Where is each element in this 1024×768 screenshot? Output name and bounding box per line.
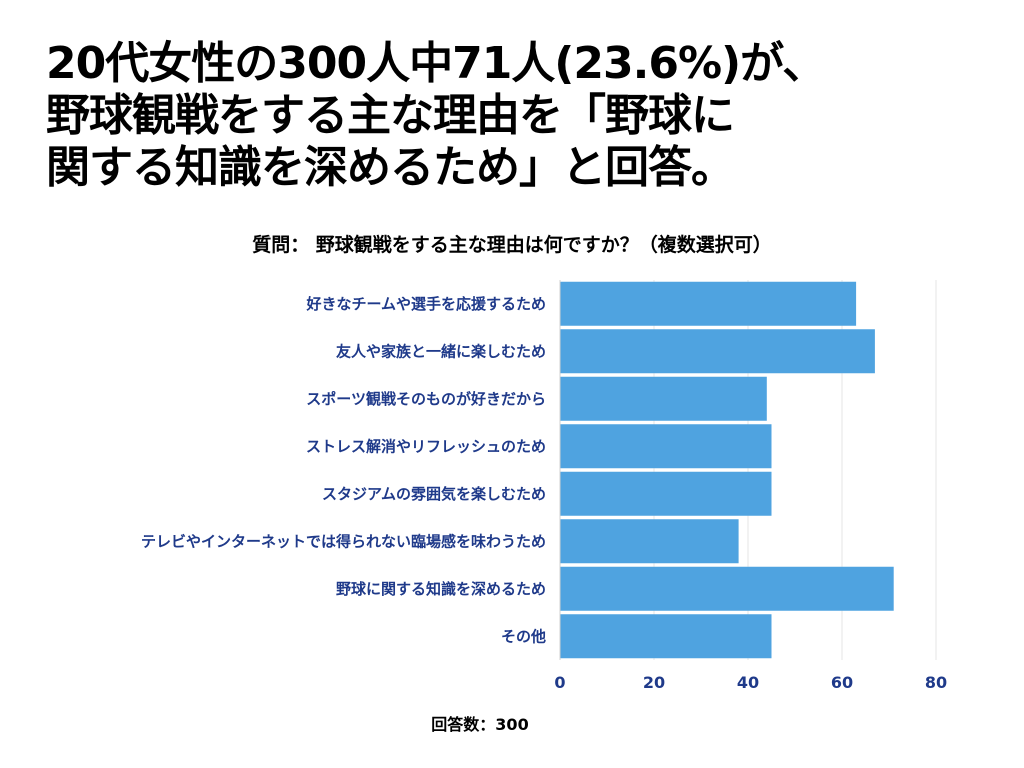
category-label: 友人や家族と一緒に楽しむため	[336, 342, 546, 360]
category-label: スタジアムの雰囲気を楽しむため	[322, 485, 546, 503]
category-label: 好きなチームや選手を応援するため	[305, 295, 546, 313]
x-tick-label: 0	[554, 673, 565, 692]
bar	[560, 424, 772, 469]
response-count: 回答数：300	[431, 715, 529, 734]
x-tick-label: 40	[737, 673, 759, 692]
category-label: その他	[501, 627, 546, 645]
headline-line-2: 野球観戦をする主な理由を「野球に	[46, 90, 735, 141]
category-label: スポーツ観戦そのものが好きだから	[306, 390, 546, 408]
chart-title: 質問： 野球観戦をする主な理由は何ですか？（複数選択可）	[252, 234, 772, 256]
bar	[560, 281, 857, 326]
bar	[560, 614, 772, 659]
category-label: ストレス解消やリフレッシュのため	[306, 437, 546, 455]
bar	[560, 329, 875, 374]
bar	[560, 376, 767, 421]
x-tick-label: 60	[831, 673, 853, 692]
category-label: テレビやインターネットでは得られない臨場感を味わうため	[141, 532, 546, 550]
headline: 20代女性の300人中71人(23.6%)が、 野球観戦をする主な理由を「野球に…	[46, 38, 1006, 194]
bar	[560, 566, 894, 611]
bar	[560, 471, 772, 516]
headline-line-3: 関する知識を深めるため」と回答。	[46, 142, 735, 193]
x-tick-label: 20	[643, 673, 665, 692]
category-label: 野球に関する知識を深めるため	[336, 580, 546, 598]
bar-chart: 好きなチームや選手を応援するため友人や家族と一緒に楽しむためスポーツ観戦そのもの…	[141, 280, 947, 692]
headline-line-1: 20代女性の300人中71人(23.6%)が、	[46, 38, 826, 89]
x-tick-label: 80	[925, 673, 947, 692]
bar	[560, 519, 739, 564]
